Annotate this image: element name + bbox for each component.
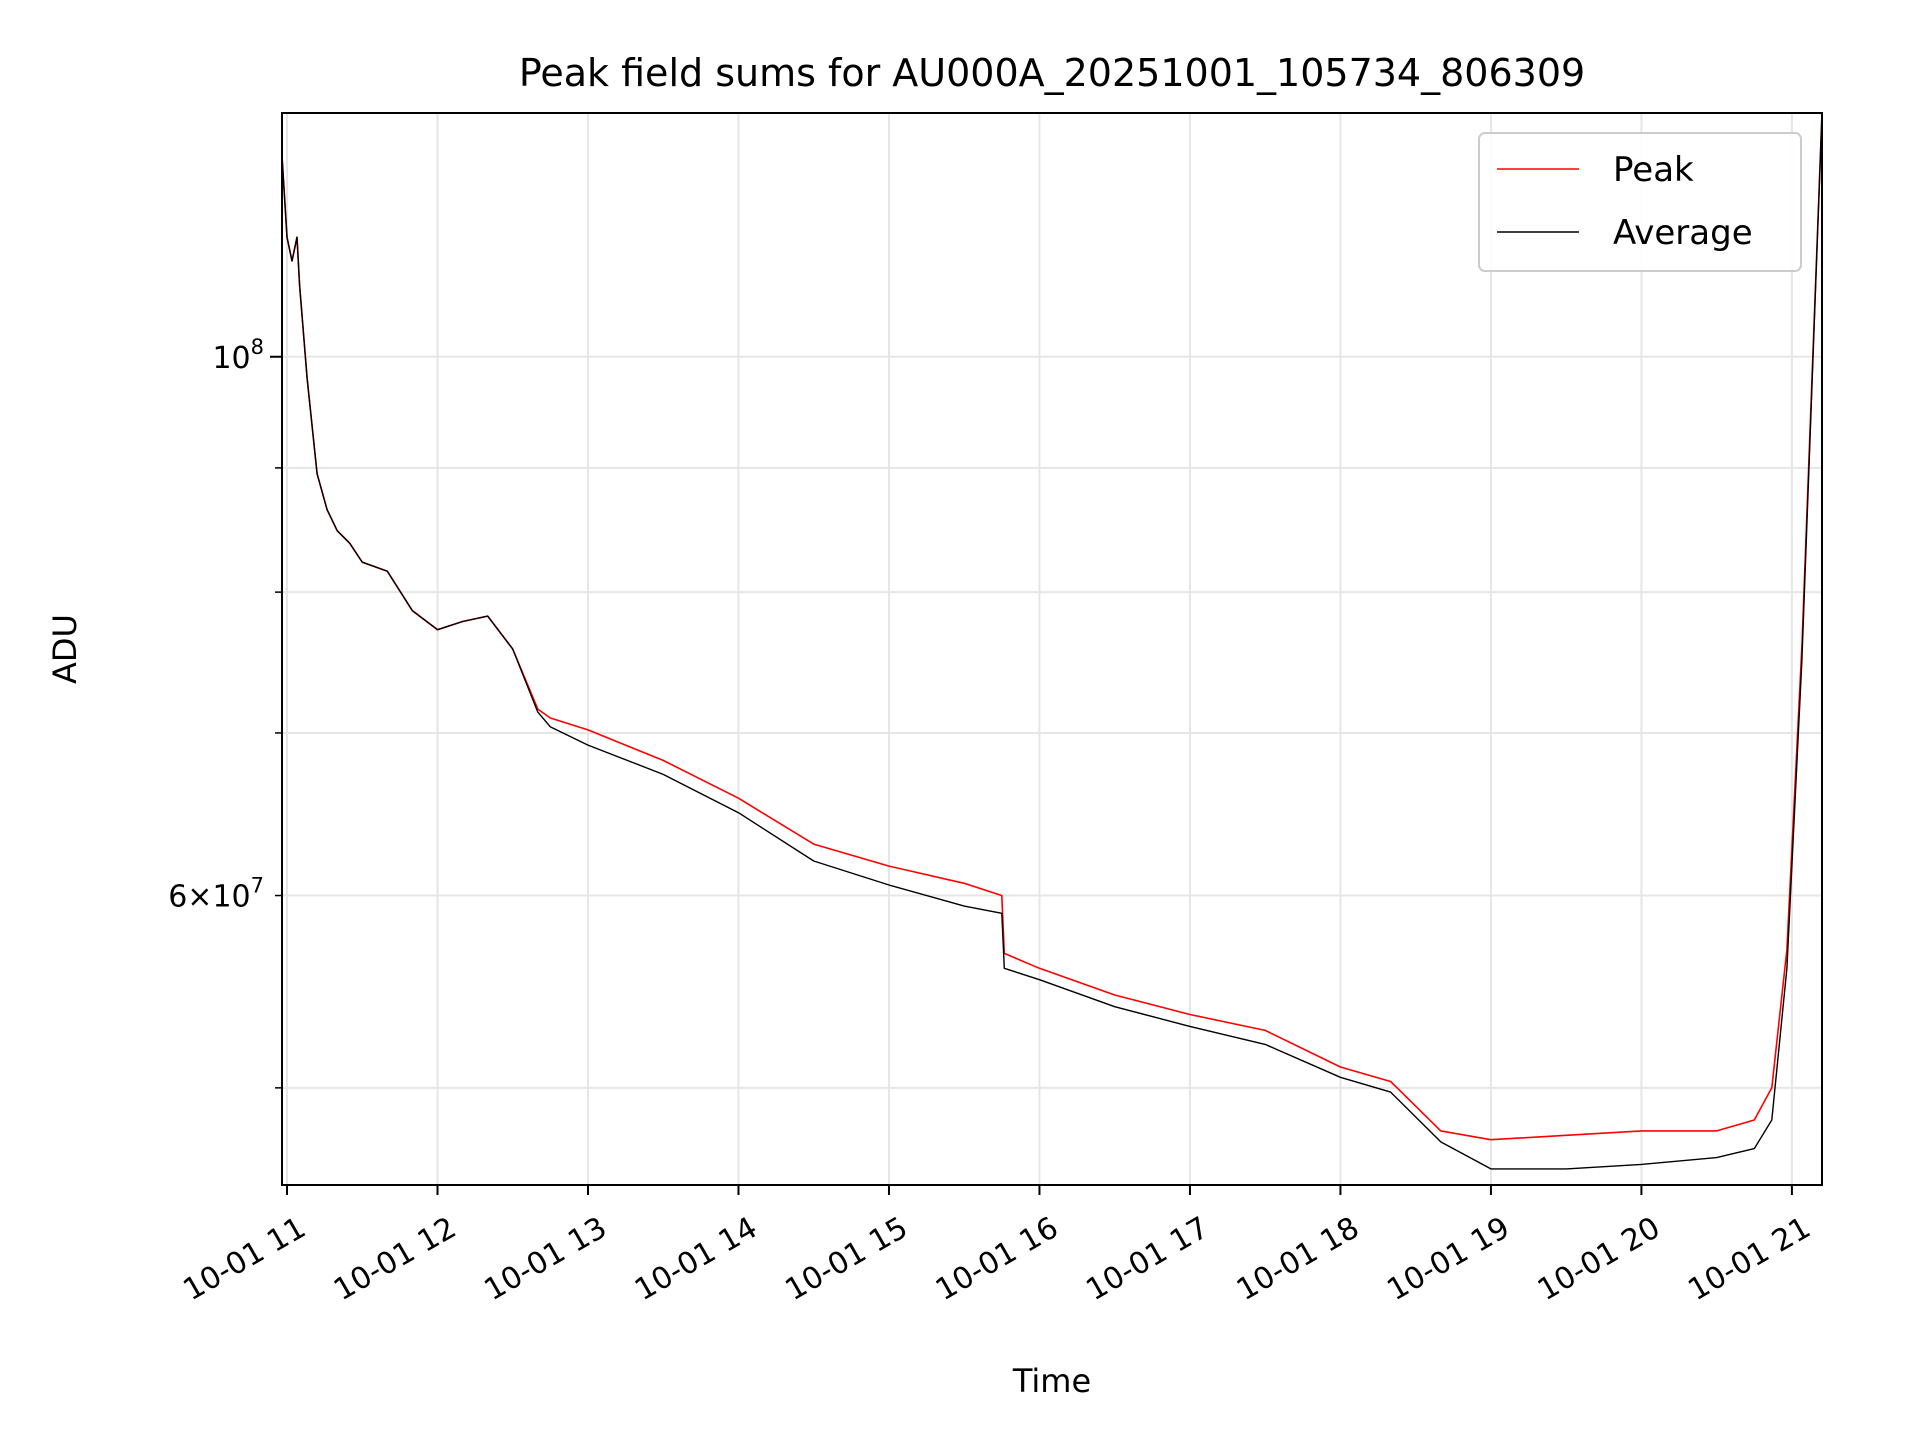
plot-area xyxy=(281,112,1823,1170)
legend: Peak Average xyxy=(1478,132,1802,272)
legend-label-peak: Peak xyxy=(1613,150,1694,190)
x-axis-label: Time xyxy=(1012,1362,1091,1400)
y-axis-label: ADU xyxy=(46,614,84,684)
series-line-average xyxy=(281,112,1823,1170)
y-tick-label: 6×107 xyxy=(168,874,264,915)
grid xyxy=(282,113,1822,1185)
plot-frame xyxy=(281,112,1823,1186)
y-axis: 108 6×107 xyxy=(168,335,282,1089)
legend-box xyxy=(1478,132,1802,272)
y-tick-label: 108 xyxy=(212,335,264,376)
legend-label-average: Average xyxy=(1613,213,1753,253)
chart-title: Peak field sums for AU000A_20251001_1057… xyxy=(519,51,1585,95)
